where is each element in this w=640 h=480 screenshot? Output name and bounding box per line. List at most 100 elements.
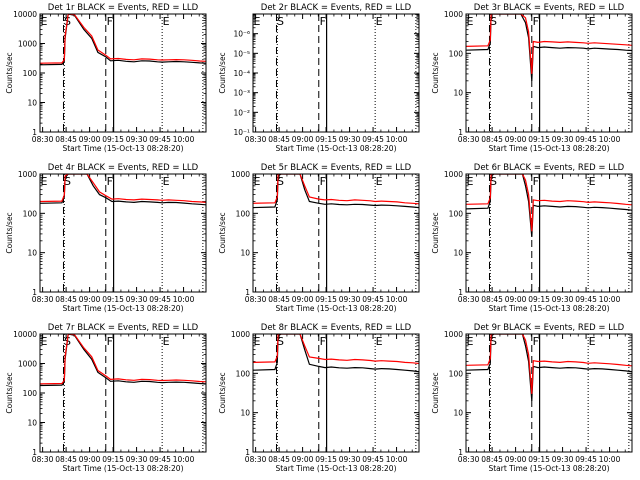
y-tick-label: 100 (449, 209, 464, 218)
x-tick-label: 10:00 (599, 295, 621, 304)
x-tick-label: 09:15 (315, 295, 337, 304)
panel-title: Det 8r BLACK = Events, RED = LLD (261, 323, 412, 333)
plot-frame (465, 333, 633, 453)
x-tick-label: 08:45 (55, 455, 77, 464)
x-tick-label: 08:30 (458, 135, 480, 144)
y-tick-label: 10⁻² (233, 108, 250, 117)
panel-det-4: Det 4r BLACK = Events, RED = LLD Counts/s… (5, 163, 207, 313)
panel-det-9: Det 9r BLACK = Events, RED = LLD Counts/s… (431, 323, 633, 473)
x-axis-label: Start Time (15-Oct-13 08:28:20) (62, 304, 183, 313)
x-tick-label: 08:30 (32, 295, 54, 304)
x-tick-label: 09:15 (102, 135, 124, 144)
panel-det-7: Det 7r BLACK = Events, RED = LLD Counts/s… (5, 323, 207, 473)
marker-label: E (163, 175, 170, 188)
x-tick-label: 09:30 (126, 455, 148, 464)
y-axis-label: Counts/sec (431, 372, 440, 413)
y-tick-label: 1000 (18, 170, 37, 179)
plot-frame (465, 13, 633, 133)
x-tick-label: 10:00 (173, 135, 195, 144)
x-tick-label: 09:15 (528, 295, 550, 304)
panel-title: Det 5r BLACK = Events, RED = LLD (261, 163, 412, 173)
marker-label: E (467, 175, 474, 188)
x-tick-label: 10:00 (386, 455, 408, 464)
y-tick-label: 100 (236, 369, 251, 378)
x-tick-label: 10:00 (599, 135, 621, 144)
y-tick-label: 10000 (13, 10, 37, 19)
x-tick-label: 09:00 (292, 295, 314, 304)
marker-label: S (490, 335, 497, 348)
panel-det-5: Det 5r BLACK = Events, RED = LLD Counts/s… (218, 163, 420, 313)
x-tick-label: 09:45 (575, 455, 597, 464)
y-tick-label: 100 (23, 209, 38, 218)
x-tick-label: 08:45 (268, 135, 290, 144)
marker-label: E (254, 15, 261, 28)
x-tick-label: 09:00 (292, 455, 314, 464)
series-line-lld (466, 174, 632, 232)
marker-label: S (490, 175, 497, 188)
x-tick-label: 09:00 (79, 455, 101, 464)
plot-frame (39, 13, 207, 133)
x-tick-label: 08:30 (245, 455, 267, 464)
marker-label: E (163, 15, 170, 28)
y-tick-label: 1000 (444, 330, 463, 339)
y-tick-label: 1 (458, 128, 463, 137)
series-line-lld (253, 174, 419, 205)
marker-label: F (107, 335, 113, 348)
marker-label: E (467, 15, 474, 28)
y-tick-label: 10 (27, 249, 37, 258)
x-tick-label: 09:00 (79, 135, 101, 144)
y-axis-label: Counts/sec (431, 52, 440, 93)
series-line-lld (466, 334, 632, 394)
y-tick-label: 100 (23, 389, 38, 398)
panel-title: Det 2r BLACK = Events, RED = LLD (261, 3, 412, 13)
marker-label: E (589, 335, 596, 348)
series-line-lld (253, 334, 419, 365)
panel-series (40, 174, 206, 206)
x-tick-label: 10:00 (173, 455, 195, 464)
marker-label: E (254, 175, 261, 188)
y-tick-label: 1000 (18, 40, 37, 49)
panel-series (466, 174, 632, 238)
panel-series (253, 334, 419, 373)
x-tick-label: 08:30 (245, 295, 267, 304)
x-tick-label: 09:00 (505, 135, 527, 144)
x-tick-label: 10:00 (599, 455, 621, 464)
marker-label: E (41, 175, 48, 188)
series-line-events (466, 14, 632, 81)
x-tick-label: 08:45 (268, 295, 290, 304)
plot-frame (252, 173, 420, 293)
y-axis-label: Counts/sec (218, 52, 227, 93)
marker-label: S (277, 175, 284, 188)
y-tick-label: 100 (23, 69, 38, 78)
y-tick-label: 10⁻⁶ (233, 30, 250, 39)
panel-title: Det 7r BLACK = Events, RED = LLD (48, 323, 199, 333)
panel-title: Det 6r BLACK = Events, RED = LLD (474, 163, 625, 173)
y-tick-label: 10 (453, 89, 463, 98)
panel-det-2: Det 2r BLACK = Events, RED = LLD Counts/s… (218, 3, 420, 153)
y-tick-label: 10 (240, 249, 250, 258)
marker-label: S (277, 15, 284, 28)
x-tick-label: 09:45 (575, 135, 597, 144)
panel-series (40, 14, 206, 66)
marker-label: F (107, 15, 113, 28)
y-tick-label: 1 (458, 448, 463, 457)
x-axis-label: Start Time (15-Oct-13 08:28:20) (275, 464, 396, 473)
panel-title: Det 4r BLACK = Events, RED = LLD (48, 163, 199, 173)
x-tick-label: 09:30 (339, 135, 361, 144)
x-tick-label: 08:30 (458, 455, 480, 464)
marker-label: E (589, 15, 596, 28)
x-axis-label: Start Time (15-Oct-13 08:28:20) (275, 144, 396, 153)
x-tick-label: 10:00 (173, 295, 195, 304)
x-tick-label: 09:15 (315, 135, 337, 144)
marker-label: S (64, 175, 71, 188)
panel-series (466, 334, 632, 401)
series-line-lld (40, 334, 206, 385)
x-tick-label: 09:45 (149, 295, 171, 304)
panel-det-8: Det 8r BLACK = Events, RED = LLD Counts/s… (218, 323, 420, 473)
x-tick-label: 09:45 (362, 295, 384, 304)
marker-label: E (163, 335, 170, 348)
x-tick-label: 09:00 (292, 135, 314, 144)
marker-label: F (320, 175, 326, 188)
y-tick-label: 100 (236, 209, 251, 218)
